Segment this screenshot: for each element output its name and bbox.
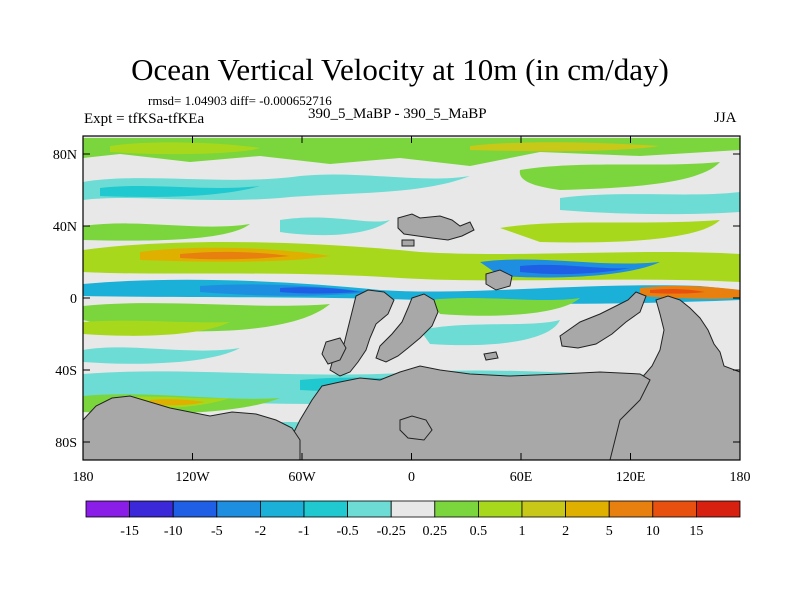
field-patch <box>83 320 230 336</box>
colorbar-label: 2 <box>562 524 569 539</box>
map-field <box>83 136 740 460</box>
colorbar-label: 5 <box>606 524 613 539</box>
y-tick-label: 40S <box>55 364 77 379</box>
land-small-island-2 <box>401 239 415 247</box>
colorbar-label: -15 <box>120 524 139 539</box>
x-tick-label: 60E <box>510 470 533 485</box>
colorbar-label: -0.25 <box>377 524 406 539</box>
colorbar-swatch <box>521 500 566 518</box>
colorbar-label: -5 <box>211 524 223 539</box>
land-south-america <box>329 289 395 377</box>
field-patch <box>560 192 740 215</box>
land-arabia <box>485 269 513 291</box>
land-southeast-asia <box>599 295 740 460</box>
colorbar-swatch <box>477 500 523 518</box>
x-tick-label: 60W <box>288 470 316 485</box>
field-patch <box>650 288 705 294</box>
field-patch <box>180 251 290 260</box>
colorbar-label: 15 <box>689 524 703 539</box>
colorbar-swatch <box>85 500 130 518</box>
colorbar-label: 1 <box>519 524 526 539</box>
colorbar-swatch <box>390 500 436 518</box>
land-small-island <box>483 351 499 361</box>
y-tick-label: 40N <box>53 220 77 235</box>
colorbar-label: 10 <box>646 524 660 539</box>
land-west-antarctic <box>83 395 301 460</box>
colorbar-swatch <box>216 500 261 518</box>
colorbar-swatch <box>696 500 741 518</box>
field-patch <box>150 399 205 406</box>
y-tick-label: 0 <box>70 292 77 307</box>
x-tick-label: 120E <box>616 470 646 485</box>
axes: 180 120W 60W 0 60E 120E 180 80N 40N 0 40S 80S <box>53 136 751 485</box>
colorbar-swatch <box>608 500 654 518</box>
y-tick-label: 80S <box>55 436 77 451</box>
colorbar-swatch <box>172 500 218 518</box>
field-patch <box>100 186 260 197</box>
colorbar: -15 -10 -5 -2 -1 -0.5 -0.25 0.25 0.5 1 2 5 10 15 <box>85 500 741 539</box>
experiment-label: Expt = tfKSa-tfKEa <box>84 111 205 127</box>
x-tick-label: 180 <box>73 470 94 485</box>
field-patch <box>110 142 260 155</box>
colorbar-swatch <box>303 500 348 518</box>
field-patch <box>470 142 660 152</box>
colorbar-swatch <box>129 500 174 518</box>
colorbar-label: 0.5 <box>470 524 488 539</box>
land-south-island <box>321 337 347 365</box>
colorbar-label: -2 <box>255 524 267 539</box>
field-patch <box>420 320 560 346</box>
land-africa <box>375 293 439 363</box>
colorbar-swatch <box>347 500 392 518</box>
x-tick-label: 120W <box>175 470 210 485</box>
field-patch <box>500 220 720 243</box>
field-patch <box>520 264 630 275</box>
field-patch <box>430 298 580 316</box>
field-patch <box>519 162 720 190</box>
colorbar-label: -10 <box>164 524 183 539</box>
season-label: JJA <box>714 110 737 126</box>
land-north-africa-europe <box>397 213 475 241</box>
chart-title: Ocean Vertical Velocity at 10m (in cm/da… <box>131 52 669 87</box>
colorbar-swatch <box>434 500 479 518</box>
land-india <box>559 291 647 349</box>
field-patch <box>280 217 390 236</box>
colorbar-swatch <box>259 500 305 518</box>
field-patch <box>280 287 360 294</box>
field-patch <box>83 223 250 241</box>
colorbar-swatch <box>652 500 697 518</box>
x-tick-label: 0 <box>408 470 415 485</box>
field-patch <box>83 347 240 364</box>
rmsd-diff-label: rmsd= 1.04903 diff= -0.000652716 <box>148 93 332 108</box>
colorbar-label: -0.5 <box>337 524 359 539</box>
colorbar-label: 0.25 <box>423 524 448 539</box>
land-island-central <box>399 415 433 441</box>
colorbar-label: -1 <box>298 524 310 539</box>
period-label: 390_5_MaBP - 390_5_MaBP <box>308 106 487 122</box>
colorbar-swatch <box>565 500 610 518</box>
x-tick-label: 180 <box>730 470 751 485</box>
land-southern-continent <box>289 365 651 460</box>
y-tick-label: 80N <box>53 148 77 163</box>
